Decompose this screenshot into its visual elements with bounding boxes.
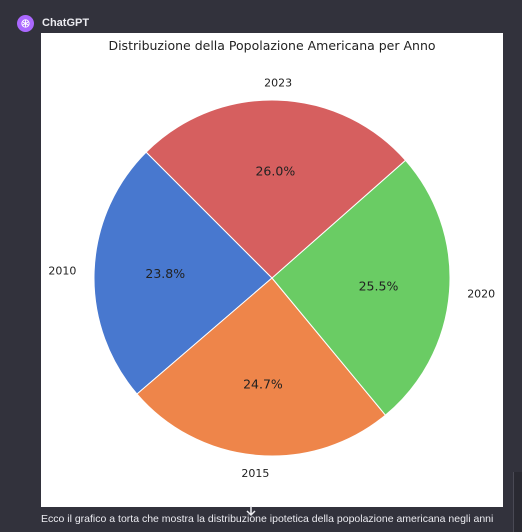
arrow-down-icon[interactable] <box>244 502 258 517</box>
pie-percent-label: 24.7% <box>243 376 283 391</box>
message-header: ChatGPT <box>17 14 89 32</box>
pie-slice-2010 <box>93 151 273 395</box>
pie-slice-2015 <box>136 277 387 457</box>
assistant-message-text: Ecco il grafico a torta che mostra la di… <box>41 513 494 525</box>
pie-slice-2023 <box>145 99 407 279</box>
pie-chart-image: Distribuzione della Popolazione American… <box>41 33 503 507</box>
scrollbar[interactable] <box>513 472 522 532</box>
pie-percent-label: 25.5% <box>359 278 399 293</box>
pie-slice-2020 <box>271 159 451 416</box>
pie-category-label: 2015 <box>241 467 269 480</box>
chart-title: Distribuzione della Popolazione American… <box>108 38 435 53</box>
pie-category-label: 2023 <box>264 76 292 89</box>
pie-percent-label: 26.0% <box>255 163 295 178</box>
pie-percent-label: 23.8% <box>145 266 185 281</box>
openai-logo-icon <box>17 14 34 32</box>
pie-category-label: 2020 <box>467 287 495 300</box>
pie-category-label: 2010 <box>48 265 76 278</box>
sender-name: ChatGPT <box>42 17 90 29</box>
pie-chart: Distribuzione della Popolazione American… <box>48 38 495 480</box>
